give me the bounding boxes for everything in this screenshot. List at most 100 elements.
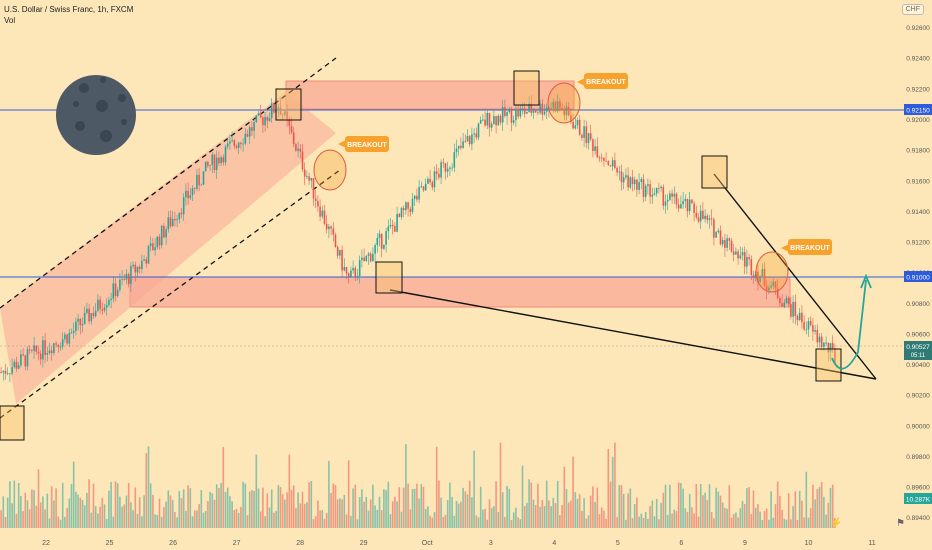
candle-body — [299, 148, 302, 152]
candle-body — [48, 350, 51, 354]
volume-bar — [781, 509, 783, 528]
volume-bar — [655, 498, 658, 528]
volume-bar — [202, 512, 205, 528]
candle-body — [585, 126, 588, 143]
volume-bar — [642, 517, 645, 528]
candle-body — [130, 266, 132, 284]
volume-bar — [801, 500, 803, 528]
marker-box — [815, 348, 842, 382]
candle-body — [451, 167, 453, 169]
volume-bar — [772, 517, 775, 528]
volume-bar — [440, 497, 442, 528]
candle-body — [213, 154, 216, 170]
candle-body — [273, 103, 275, 113]
candle-body — [277, 107, 280, 111]
volume-bar — [647, 518, 649, 528]
volume-bar — [710, 512, 713, 528]
volume-bar — [779, 495, 781, 528]
candle-body — [356, 276, 359, 278]
candle-body — [559, 101, 561, 108]
volume-bar — [191, 516, 194, 528]
candle-body — [178, 212, 181, 220]
candle-body — [444, 163, 447, 172]
volume-bar — [583, 498, 585, 528]
volume-bar — [605, 518, 607, 528]
volume-bar — [365, 496, 368, 528]
volume-bar — [471, 497, 473, 528]
candle-body — [268, 118, 271, 121]
candle-body — [473, 133, 475, 135]
candle-body — [189, 195, 192, 199]
volume-bar — [147, 446, 150, 528]
candle-body — [174, 218, 176, 221]
volume-bar — [609, 481, 612, 528]
candle-body — [110, 298, 112, 300]
candle-body — [193, 188, 196, 190]
volume-bar — [592, 486, 594, 528]
candle-body — [253, 122, 255, 131]
volume-bar — [290, 489, 293, 528]
candle-body — [730, 240, 733, 252]
candle-body — [809, 321, 812, 326]
volume-bar — [693, 513, 695, 528]
candle-body — [407, 202, 409, 209]
candle-body — [532, 110, 535, 113]
volume-bar — [334, 485, 337, 528]
candle-body — [479, 120, 482, 124]
volume-bar — [809, 508, 812, 528]
volume-bar — [625, 519, 627, 528]
time-tick-label: 29 — [360, 540, 368, 547]
chart-header: U.S. Dollar / Swiss Franc, 1h, FXCM Vol — [4, 4, 133, 26]
volume-bar — [589, 495, 592, 528]
candle-body — [662, 186, 665, 206]
candle-body — [519, 108, 522, 117]
svg-text:BREAKOUT: BREAKOUT — [586, 79, 626, 86]
candle-body — [583, 126, 585, 138]
candle-body — [618, 171, 621, 173]
volume-bar — [341, 499, 343, 528]
candle-body — [125, 273, 128, 280]
candle-body — [198, 174, 200, 186]
svg-text:05:11: 05:11 — [911, 353, 926, 359]
candle-body — [649, 184, 651, 197]
volume-bar — [134, 487, 137, 528]
volume-bar — [671, 513, 673, 528]
candle-body — [330, 226, 332, 229]
candle-body — [440, 162, 442, 178]
candle-body — [143, 259, 145, 261]
symbol-title: U.S. Dollar / Swiss Franc, 1h, FXCM — [4, 5, 134, 14]
volume-bar — [262, 487, 264, 528]
volume-bar — [519, 519, 522, 528]
candle-body — [737, 251, 739, 259]
candle-body — [504, 107, 506, 116]
flash-icon[interactable]: ⚡ — [830, 518, 843, 529]
candle-body — [336, 246, 339, 256]
candle-body — [420, 186, 423, 188]
volume-bar — [90, 512, 93, 528]
volume-bar — [374, 505, 376, 528]
candle-body — [160, 225, 163, 246]
volume-bar — [383, 489, 385, 528]
currency-button[interactable]: CHF — [901, 4, 924, 15]
volume-bar — [787, 493, 790, 528]
candle-body — [367, 253, 370, 256]
candle-body — [53, 343, 55, 354]
volume-bar — [669, 484, 671, 528]
volume-bar — [299, 503, 302, 528]
price-tick-label: 0.91600 — [906, 178, 930, 185]
candle-body — [517, 109, 519, 117]
volume-bar — [248, 491, 251, 528]
volume-bar — [288, 454, 291, 528]
candle-body — [792, 301, 794, 317]
candle-body — [83, 312, 86, 325]
flag-icon[interactable]: ⚑ — [896, 518, 905, 529]
candle-body — [391, 224, 394, 227]
volume-bar — [53, 500, 55, 528]
candle-body — [295, 144, 297, 151]
volume-bar — [431, 517, 434, 528]
candle-body — [422, 186, 425, 191]
candle-body — [204, 161, 207, 172]
candle-body — [92, 313, 95, 317]
candle-body — [358, 260, 361, 277]
